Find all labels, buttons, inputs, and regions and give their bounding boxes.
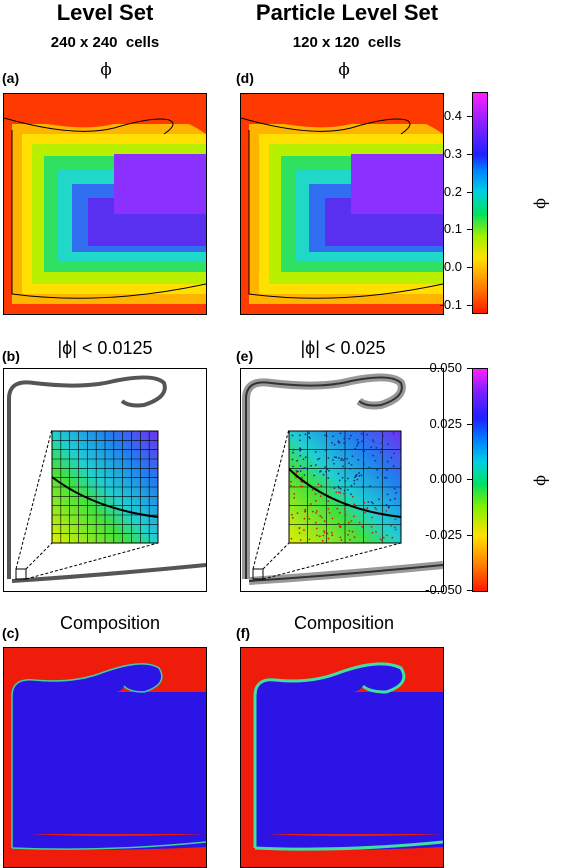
panel-label-a: (a)	[2, 70, 20, 86]
composition-image-f	[241, 648, 443, 867]
colorbar-phi-label: ϕ	[532, 198, 552, 209]
colorbar-phi-tick-label: -0.1	[439, 297, 462, 312]
panel-title-f: Composition	[293, 613, 395, 633]
colorbar-phi-tick-mark	[467, 116, 472, 117]
panel-title-e: |ϕ| < 0.025	[300, 338, 386, 358]
colorbar-phi-tick-label: 0.1	[443, 221, 462, 237]
colorbar-phi-band-tick-mark	[467, 590, 472, 591]
phi-field-image-a	[4, 94, 206, 314]
panel-b-narrow-band	[3, 368, 207, 592]
colorbar-phi-tick-mark	[467, 267, 472, 269]
panel-f-composition	[240, 647, 444, 868]
narrow-band-image-e	[242, 373, 443, 585]
colorbar-phi-tick-label: 0.2	[443, 183, 462, 199]
colorbar-phi-tick-label: 0.0	[443, 259, 462, 275]
panel-label-d: (d)	[236, 70, 254, 86]
panel-e-narrow-band-particles	[240, 368, 444, 592]
colorbar-phi-tick-mark	[467, 229, 472, 231]
phi-field-image-d	[241, 94, 443, 314]
colorbar-phi-band-tick-mark	[467, 423, 472, 425]
narrow-band-image-b	[7, 375, 206, 583]
panel-title-a: ϕ	[100, 60, 112, 80]
column-title-level-set: Level Set	[56, 0, 154, 25]
panel-d-phi-field	[240, 93, 444, 315]
composition-image-c	[4, 648, 206, 867]
colorbar-phi-band-tick-mark	[467, 479, 472, 480]
colorbar-phi-band-tick-label: -0.025	[425, 526, 462, 542]
panel-a-phi-field	[3, 93, 207, 315]
panel-label-e: (e)	[236, 348, 254, 364]
colorbar-phi-band	[472, 368, 488, 592]
colorbar-phi-tick-mark	[467, 153, 472, 155]
column-title-particle-level-set: Particle Level Set	[255, 0, 439, 25]
panel-label-b: (b)	[2, 348, 20, 364]
panel-c-composition	[3, 647, 207, 868]
panel-title-d: ϕ	[338, 60, 350, 80]
colorbar-phi-tick-label: 0.3	[443, 145, 462, 161]
panel-title-c: Composition	[59, 613, 161, 633]
colorbar-phi-band-tick-mark	[467, 534, 472, 536]
colorbar-phi-tick-mark	[467, 191, 472, 193]
panel-title-b: |ϕ| < 0.0125	[57, 338, 153, 358]
column-subtitle-level-set: 240 x 240 cells	[50, 34, 160, 51]
panel-label-c: (c)	[2, 625, 20, 641]
column-subtitle-particle-level-set: 120 x 120 cells	[292, 34, 402, 51]
colorbar-phi-tick-mark	[467, 305, 472, 306]
colorbar-phi-tick-label: 0.4	[443, 108, 462, 123]
colorbar-phi-band-tick-label: 0.025	[429, 415, 462, 431]
colorbar-phi-band-label: ϕ	[532, 475, 552, 486]
colorbar-phi	[472, 92, 488, 314]
colorbar-phi-band-tick-label: 0.050	[429, 360, 462, 375]
colorbar-phi-band-tick-label: 0.000	[429, 471, 462, 486]
panel-label-f: (f)	[236, 625, 250, 641]
colorbar-phi-band-tick-mark	[467, 368, 472, 369]
colorbar-phi-band-tick-label: -0.050	[425, 582, 462, 597]
